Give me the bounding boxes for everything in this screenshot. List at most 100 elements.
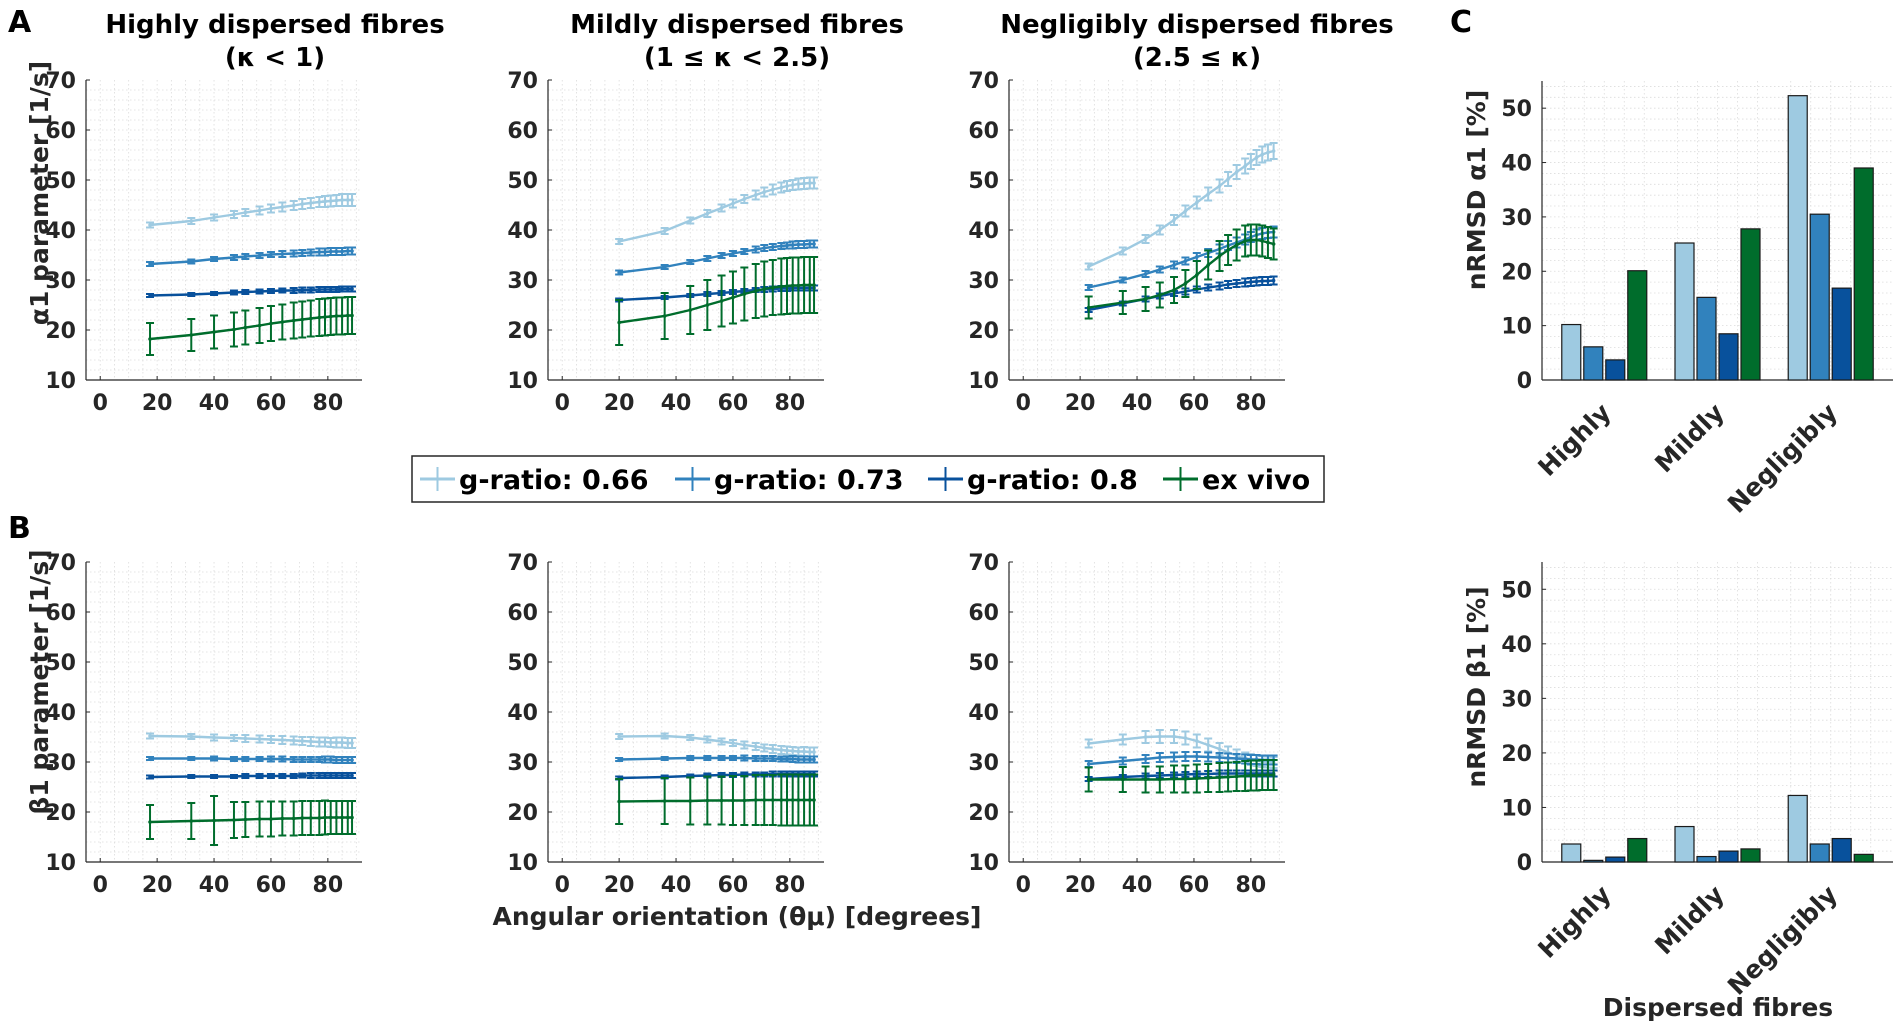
data-point xyxy=(1183,209,1188,213)
y-tick-label: 60 xyxy=(45,119,76,144)
subtitle-negligibly: (2.5 ≤ κ) xyxy=(1133,43,1261,73)
data-point xyxy=(317,740,322,744)
data-point xyxy=(1143,237,1148,241)
data-point xyxy=(1194,754,1199,759)
y-tick-label: 30 xyxy=(968,269,999,294)
data-point xyxy=(1183,777,1188,781)
data-point xyxy=(350,815,354,820)
y-tick-label: 60 xyxy=(45,601,76,626)
data-point xyxy=(1158,777,1162,782)
data-point xyxy=(345,741,350,745)
data-point xyxy=(802,798,806,802)
bar-g-ratio-0-8 xyxy=(1718,850,1739,863)
y-tick-label: 20 xyxy=(1501,260,1532,285)
data-point xyxy=(1266,150,1270,155)
data-point xyxy=(705,798,710,803)
data-point xyxy=(212,330,216,334)
data-point xyxy=(762,746,767,750)
data-point xyxy=(345,758,350,762)
data-point xyxy=(1121,249,1125,253)
data-point xyxy=(802,181,806,186)
data-point xyxy=(189,756,194,761)
data-point xyxy=(1121,777,1125,782)
data-point xyxy=(340,198,344,202)
data-point xyxy=(731,798,735,803)
data-point xyxy=(1254,238,1259,242)
data-point xyxy=(1194,200,1199,205)
data-point xyxy=(148,223,152,227)
plot-area xyxy=(1542,562,1893,862)
data-point xyxy=(731,756,735,760)
category-label-negligibly: Negligibly xyxy=(1722,398,1843,519)
data-point xyxy=(1086,264,1091,269)
y-tick-label: 60 xyxy=(968,119,999,144)
data-point xyxy=(148,337,152,341)
legend-entry-exvivo: ex vivo xyxy=(1163,465,1310,496)
title-mildly: Mildly dispersed fibres xyxy=(570,10,904,40)
plot-beta-highly: 0 20 40 60 80 10 20 30 40 50 60 70 xyxy=(45,551,362,898)
y-tick-label: 30 xyxy=(45,269,76,294)
data-point xyxy=(1249,159,1253,164)
bar-g-ratio-0-73 xyxy=(1696,855,1717,863)
data-point xyxy=(345,773,350,778)
data-point xyxy=(189,219,194,223)
data-point xyxy=(340,758,344,762)
data-point xyxy=(317,200,322,204)
data-point xyxy=(148,820,152,824)
data-point xyxy=(790,183,795,187)
y-tick-label: 40 xyxy=(45,219,76,244)
data-point xyxy=(1143,757,1148,761)
bar-ex-vivo xyxy=(1853,853,1874,863)
data-point xyxy=(731,251,735,256)
data-point xyxy=(662,229,667,233)
y-tick-label: 50 xyxy=(968,651,999,676)
data-point xyxy=(212,215,216,220)
data-point xyxy=(812,757,816,762)
y-tick-label: 50 xyxy=(45,169,76,194)
data-point xyxy=(807,798,812,802)
data-point xyxy=(802,283,806,287)
data-point xyxy=(1226,282,1230,287)
data-point xyxy=(308,739,313,744)
y-tick-label: 30 xyxy=(507,269,538,294)
x-tick-label: 40 xyxy=(1122,391,1153,416)
bar-g-ratio-0-8 xyxy=(1605,359,1626,381)
data-point xyxy=(323,199,327,204)
data-point xyxy=(812,181,816,185)
data-point xyxy=(291,318,296,323)
data-point xyxy=(212,818,216,823)
data-point xyxy=(1243,757,1247,761)
y-tick-label: 40 xyxy=(968,219,999,244)
title-negligibly: Negligibly dispersed fibres xyxy=(1000,10,1394,40)
y-tick-label: 40 xyxy=(45,701,76,726)
series-g-ratio-0-8 xyxy=(146,285,357,298)
y-tick-label: 20 xyxy=(45,801,76,826)
data-point xyxy=(753,798,758,802)
data-point xyxy=(1183,754,1188,759)
data-point xyxy=(308,773,313,778)
data-point xyxy=(1086,305,1091,310)
plot-beta-negligibly: 0 20 40 60 80 10 20 30 40 50 60 70 xyxy=(968,551,1285,898)
plot-alpha-mildly: 0 20 40 60 80 10 20 30 40 50 60 70 xyxy=(507,69,824,416)
data-point xyxy=(617,734,621,739)
x-tick-label: 0 xyxy=(555,873,570,898)
data-point xyxy=(291,816,296,821)
series-g-ratio-0-73 xyxy=(146,755,357,764)
data-point xyxy=(232,255,236,260)
x-tick-label: 80 xyxy=(1236,391,1267,416)
y-tick-label: 20 xyxy=(968,801,999,826)
data-point xyxy=(340,740,344,745)
data-point xyxy=(350,758,354,762)
ylabel-nrmsd-beta: nRMSD β1 [%] xyxy=(1462,586,1491,787)
series-ex-vivo xyxy=(1084,223,1278,320)
data-point xyxy=(212,774,216,779)
bar-g-ratio-0-66 xyxy=(1787,794,1808,863)
data-point xyxy=(317,250,322,254)
data-point xyxy=(719,206,724,210)
series-g-ratio-0-73 xyxy=(615,754,819,764)
data-point xyxy=(1206,743,1210,747)
data-point xyxy=(300,202,305,206)
data-point xyxy=(1217,254,1222,258)
data-point xyxy=(257,774,262,778)
data-point xyxy=(731,201,735,206)
